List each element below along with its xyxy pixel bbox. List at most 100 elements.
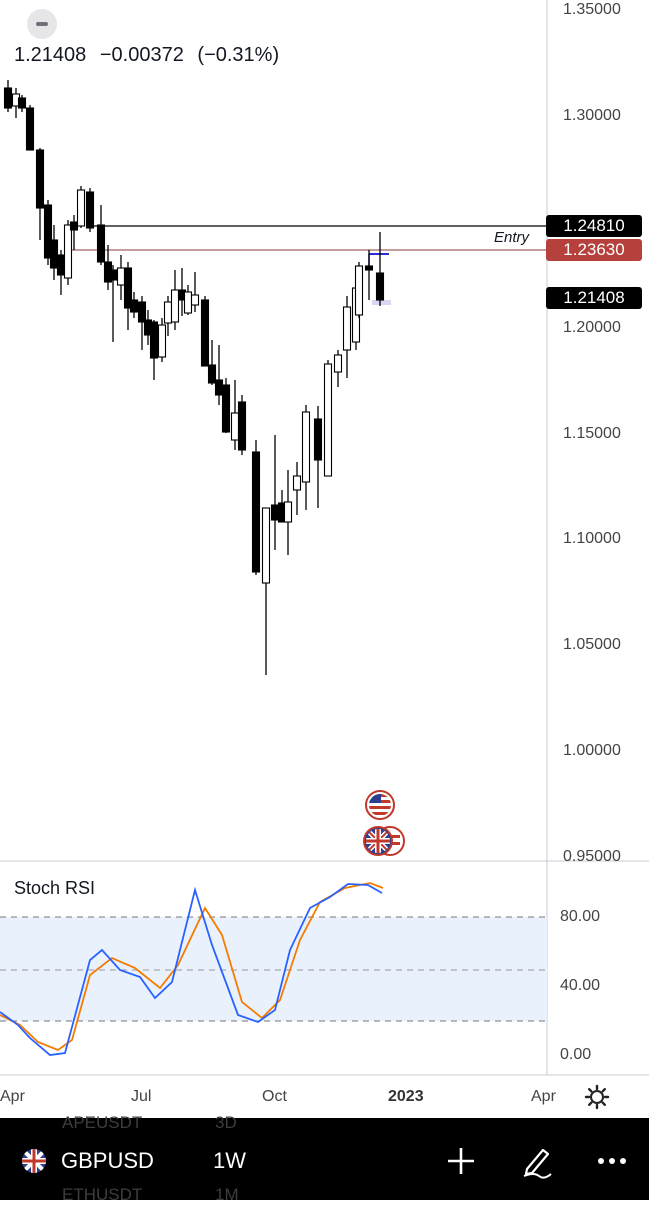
candle — [17, 95, 27, 112]
candle — [301, 405, 311, 510]
collapse-button[interactable] — [27, 9, 57, 39]
price-axis-label: 1.35000 — [563, 1, 621, 18]
candle — [170, 270, 180, 330]
price-axis-label: 1.05000 — [563, 636, 621, 653]
candle — [251, 440, 261, 575]
candle-body — [190, 294, 200, 306]
collapse-icon — [36, 22, 48, 26]
candle-body — [49, 239, 59, 269]
candle-body — [230, 412, 240, 441]
add-icon[interactable] — [443, 1143, 479, 1179]
candle — [364, 250, 374, 300]
candle-body — [364, 265, 374, 271]
candle-body — [17, 97, 27, 109]
ghost-interval: 1M — [215, 1185, 239, 1204]
entry-label[interactable]: Entry — [494, 229, 530, 246]
candle — [261, 507, 271, 675]
candle-body — [237, 401, 247, 451]
candle-body — [129, 299, 139, 313]
time-axis-label: Oct — [262, 1088, 287, 1105]
time-axis-label: Jul — [131, 1088, 152, 1105]
chart-canvas[interactable] — [0, 0, 649, 1118]
ghost-symbol: ETHUSDT — [62, 1185, 143, 1204]
candle-body — [25, 107, 35, 151]
settings-gear-icon[interactable] — [584, 1084, 610, 1110]
candle-body — [270, 504, 280, 521]
time-axis-label: 2023 — [388, 1088, 424, 1105]
current-price-tag: 1.21408 — [546, 287, 642, 309]
candle-body — [76, 189, 86, 227]
candle — [149, 320, 159, 380]
candle — [3, 80, 13, 112]
price-change-percent: (−0.31%) — [197, 44, 280, 66]
pencil-icon[interactable] — [519, 1143, 555, 1179]
candle — [85, 188, 95, 232]
candle-body — [342, 306, 352, 351]
entry-price-tag: 1.24810 — [546, 215, 642, 237]
candle-body — [261, 507, 271, 584]
candle-body — [137, 301, 147, 323]
candle-body — [157, 324, 167, 358]
last-price: 1.21408 — [14, 44, 87, 66]
candle-body — [283, 501, 293, 523]
candle-body — [323, 363, 333, 477]
price-axis-label: 1.00000 — [563, 742, 621, 759]
ghost-interval: 3D — [215, 1113, 237, 1132]
candle — [35, 148, 45, 240]
candle — [103, 245, 113, 290]
candle — [292, 462, 302, 515]
candle-body — [163, 301, 173, 324]
candle-body — [251, 451, 261, 573]
symbol-button[interactable]: GBPUSD — [61, 1148, 154, 1173]
candle-body — [375, 272, 385, 301]
quote-line: 1.21408 −0.00372 (−0.31%) — [14, 44, 287, 67]
ghost-symbol: APEUSDT — [62, 1113, 143, 1132]
candle-body — [56, 254, 66, 276]
candle-body — [116, 267, 126, 286]
uk-flag-icon[interactable] — [363, 826, 393, 856]
price-change: −0.00372 — [99, 44, 184, 66]
candle — [207, 340, 217, 385]
candle-body — [85, 191, 95, 229]
candle — [116, 255, 126, 300]
price-axis-label: 0.95000 — [563, 848, 621, 865]
stoch-d-line — [0, 882, 384, 1052]
candle-body — [69, 221, 79, 231]
us-flag-icon[interactable] — [365, 790, 395, 820]
candle-body — [123, 267, 133, 309]
price-axis-label: 1.30000 — [563, 107, 621, 124]
more-icon[interactable] — [594, 1143, 630, 1179]
candle — [49, 225, 59, 280]
stoch-band — [0, 917, 547, 1021]
candle — [270, 435, 280, 550]
candle-body — [207, 364, 217, 384]
candle-body — [354, 265, 364, 316]
price-axis-label: 1.20000 — [563, 319, 621, 336]
indicator-title[interactable]: Stoch RSI — [14, 878, 96, 898]
candle — [214, 345, 224, 405]
candle — [76, 186, 86, 228]
position-stop-zone — [372, 300, 391, 305]
candle — [342, 296, 352, 378]
candle-body — [292, 475, 302, 491]
uk-flag-icon — [22, 1149, 46, 1173]
candle — [157, 318, 167, 362]
candle — [354, 262, 364, 318]
candle — [108, 265, 118, 342]
candle-body — [108, 269, 118, 281]
candle — [221, 378, 231, 433]
price-axis-label: 1.15000 — [563, 425, 621, 442]
candle — [129, 292, 139, 318]
time-axis-label: Apr — [531, 1088, 556, 1105]
candle-body — [183, 291, 193, 314]
price-axis-label: 1.10000 — [563, 530, 621, 547]
candle-body — [149, 321, 159, 359]
candle — [230, 380, 240, 450]
candle-body — [63, 224, 73, 279]
candle — [96, 205, 106, 265]
candle — [190, 272, 200, 312]
interval-button[interactable]: 1W — [213, 1148, 246, 1173]
candle — [123, 262, 133, 330]
candle-body — [200, 299, 210, 367]
candlestick-series — [3, 80, 385, 675]
